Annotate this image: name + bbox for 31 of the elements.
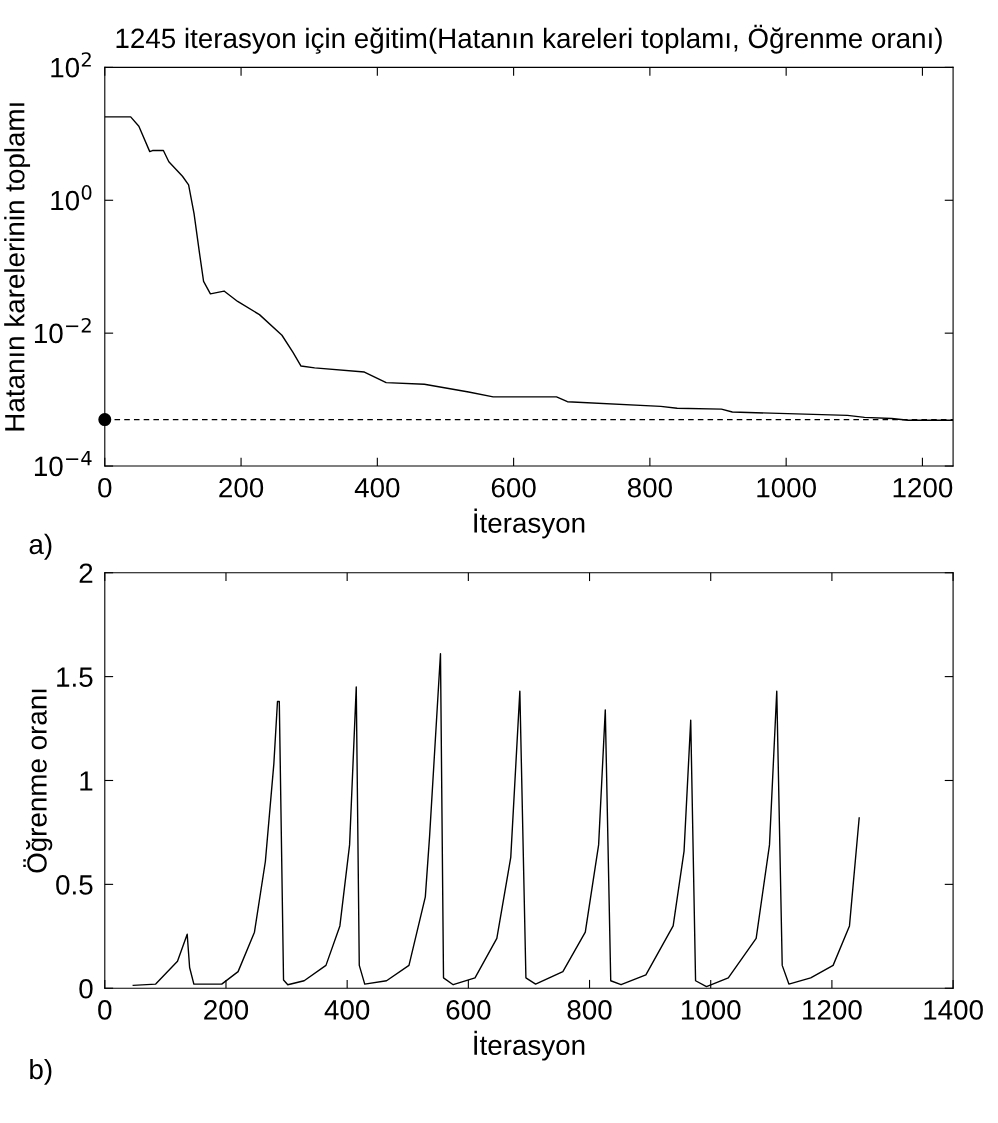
x-tick-label: 0 xyxy=(98,477,112,498)
y-tick-label: 1 xyxy=(80,771,93,791)
x-tick-label: 1200 xyxy=(893,477,953,498)
x-tick-label: 600 xyxy=(446,1000,491,1020)
x-tick-label: 400 xyxy=(354,477,400,498)
x-tick-label: 0 xyxy=(98,1000,112,1020)
y-tick-label: 2 xyxy=(79,563,93,583)
x-tick-label: 800 xyxy=(567,1000,612,1020)
y-tick-label: 10$^{0}$ xyxy=(51,185,92,211)
text: a) xyxy=(29,533,52,560)
y-axis-title: Öğrenme oranı xyxy=(23,689,53,873)
x-tick-label: 400 xyxy=(324,1000,370,1020)
x-axis-title: İterasyon xyxy=(474,1030,585,1061)
x-tick-label: 1000 xyxy=(681,1000,741,1020)
y-axis-title: Hatanın karelerinin toplamı xyxy=(4,103,31,431)
y-tick-label: 0.5 xyxy=(56,875,93,895)
y-tick-label: 1.5 xyxy=(57,667,93,687)
x-tick-label: 1200 xyxy=(803,1000,862,1020)
y-tick-label: 0 xyxy=(79,978,93,999)
x-tick-label: 600 xyxy=(491,477,536,498)
x-tick-label: 200 xyxy=(204,1000,249,1020)
x-tick-label: 1000 xyxy=(757,477,816,498)
chart-title: 1245 iterasyon için eğitim(Hatanın kareleri toplamı, Öğrenme oranı) xyxy=(116,24,942,54)
x-tick-label: 1400 xyxy=(924,1000,983,1020)
x-tick-label: 200 xyxy=(219,477,264,498)
y-tick-label: 10$^{−2}$ xyxy=(34,317,91,344)
y-tick-label: 10$^{−4}$ xyxy=(34,451,92,477)
x-axis-title: İterasyon xyxy=(474,508,585,539)
x-tick-label: 800 xyxy=(627,477,672,498)
y-tick-label: 10$^{2}$ xyxy=(51,52,91,78)
text: b) xyxy=(30,1058,52,1085)
